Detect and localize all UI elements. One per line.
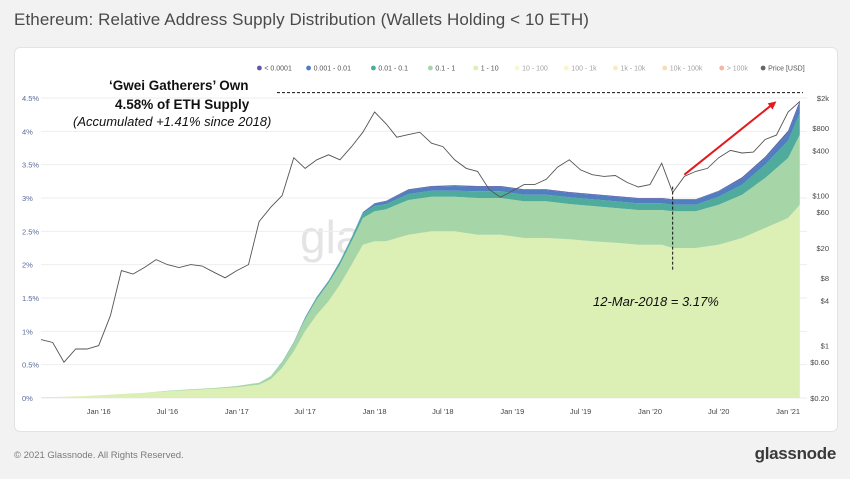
annotation-line2: 4.58% of ETH Supply: [115, 97, 250, 112]
legend-swatch: [428, 65, 433, 71]
legend-item[interactable]: 1 - 10: [473, 65, 499, 73]
legend-swatch: [563, 65, 569, 71]
annotation-layer: ‘Gwei Gatherers’ Own 4.58% of ETH Supply…: [73, 78, 803, 309]
x-tick-label: Jul '20: [708, 407, 729, 416]
x-tick-label: Jul '19: [570, 407, 591, 416]
y-right-tick-label: $0.60: [810, 358, 829, 367]
trend-arrow: [683, 103, 774, 176]
page-title: Ethereum: Relative Address Supply Distri…: [14, 10, 589, 29]
legend-label: < 0.0001: [264, 66, 292, 73]
footer-copyright: © 2021 Glassnode. All Rights Reserved.: [14, 450, 184, 461]
legend-label: 0.001 - 0.01: [314, 66, 351, 73]
y-right-tick-label: $1: [821, 342, 829, 351]
legend-label: Price [USD]: [768, 66, 805, 73]
legend-item[interactable]: Price [USD]: [760, 65, 805, 73]
axis-layer: 0% 0.5% 1% 1.5% 2% 2.5% 3% 3.5% 4% 4.5% $0.20 $0.60…: [22, 94, 829, 416]
area-layer: [41, 100, 800, 398]
y-right-tick-label: $800: [812, 124, 829, 133]
legend-label: > 100k: [727, 66, 749, 73]
legend-swatch: [257, 65, 262, 71]
legend-label: 1 - 10: [481, 66, 499, 73]
legend-swatch: [662, 65, 668, 71]
y-left-tick-label: 2%: [22, 261, 33, 270]
legend-item[interactable]: 10 - 100: [514, 65, 548, 73]
legend-swatch: [760, 65, 766, 71]
x-tick-label: Jan '17: [225, 407, 249, 416]
legend-item[interactable]: 10k - 100k: [662, 66, 703, 73]
legend-label: 10k - 100k: [670, 66, 703, 73]
legend-swatch: [719, 65, 725, 71]
y-right-tick-label: $100: [812, 192, 829, 201]
x-tick-label: Jan '18: [363, 407, 387, 416]
y-right-tick-label: $400: [812, 146, 829, 155]
annotation-marker: 12-Mar-2018 = 3.17%: [593, 294, 719, 309]
x-tick-label: Jan '16: [87, 407, 111, 416]
legend-item[interactable]: 1k - 10k: [613, 66, 646, 73]
legend-item[interactable]: 0.1 - 1: [428, 66, 455, 73]
y-left-tick-label: 4%: [22, 127, 33, 136]
x-tick-label: Jan '21: [776, 407, 800, 416]
y-left-tick-label: 1.5%: [22, 294, 39, 303]
y-left-tick-label: 2.5%: [22, 227, 39, 236]
annotation-line1: ‘Gwei Gatherers’ Own: [109, 78, 249, 93]
x-tick-label: Jan '20: [638, 407, 662, 416]
x-tick-label: Jul '18: [432, 407, 453, 416]
legend-label: 10 - 100: [522, 66, 548, 73]
x-tick-label: Jul '16: [157, 407, 178, 416]
y-left-tick-label: 4.5%: [22, 94, 39, 103]
y-left-tick-label: 1%: [22, 327, 33, 336]
y-right-tick-label: $2k: [817, 94, 829, 103]
y-right-tick-label: $4: [821, 296, 829, 305]
footer-brand-logo: glassnode: [754, 444, 837, 463]
legend-item[interactable]: < 0.0001: [257, 66, 292, 73]
y-right-tick-label: $8: [821, 274, 829, 283]
y-left-tick-label: 0%: [22, 394, 33, 403]
x-tick-label: Jan '19: [500, 407, 524, 416]
legend-item[interactable]: 0.001 - 0.01: [306, 66, 351, 73]
trend-arrowhead: [767, 101, 777, 110]
legend-label: 0.01 - 0.1: [378, 66, 408, 73]
legend-swatch: [306, 65, 311, 71]
legend-item[interactable]: 0.01 - 0.1: [371, 66, 408, 73]
legend-layer: < 0.0001 0.001 - 0.01 0.01 - 0.1 0.1 - 1 1 -…: [257, 66, 805, 73]
legend-label: 0.1 - 1: [435, 66, 455, 73]
y-left-tick-label: 3.5%: [22, 161, 39, 170]
annotation-line3: (Accumulated +1.41% since 2018): [73, 114, 271, 129]
y-left-tick-label: 0.5%: [22, 361, 39, 370]
legend-label: 1k - 10k: [621, 66, 646, 73]
legend-swatch: [473, 65, 479, 71]
legend-swatch: [613, 65, 618, 71]
chart-panel: glassnode 0%0.5%1%1.5%2%2.5%3%3.5%4%4.5%…: [14, 47, 838, 432]
legend-swatch: [371, 65, 376, 71]
area-series-0: [41, 204, 800, 398]
x-tick-label: Jul '17: [294, 407, 315, 416]
legend-item[interactable]: 100 - 1k: [563, 65, 597, 73]
y-right-tick-label: $20: [816, 244, 829, 253]
legend-label: 100 - 1k: [571, 66, 597, 73]
y-left-tick-label: 3%: [22, 194, 33, 203]
y-right-tick-label: $0.20: [810, 394, 829, 403]
y-right-tick-label: $60: [816, 208, 829, 217]
chart-svg: glassnode 0%0.5%1%1.5%2%2.5%3%3.5%4%4.5%…: [22, 66, 829, 417]
legend-item[interactable]: > 100k: [719, 66, 748, 73]
legend-swatch: [514, 65, 520, 71]
